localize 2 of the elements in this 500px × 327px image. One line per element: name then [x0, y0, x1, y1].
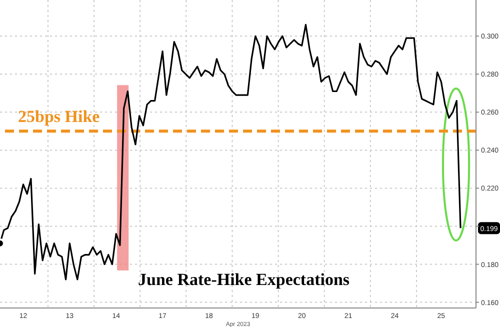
text: June Rate-Hike Expectations: [138, 270, 350, 290]
ref-line-label: 25bps Hike: [18, 107, 100, 126]
